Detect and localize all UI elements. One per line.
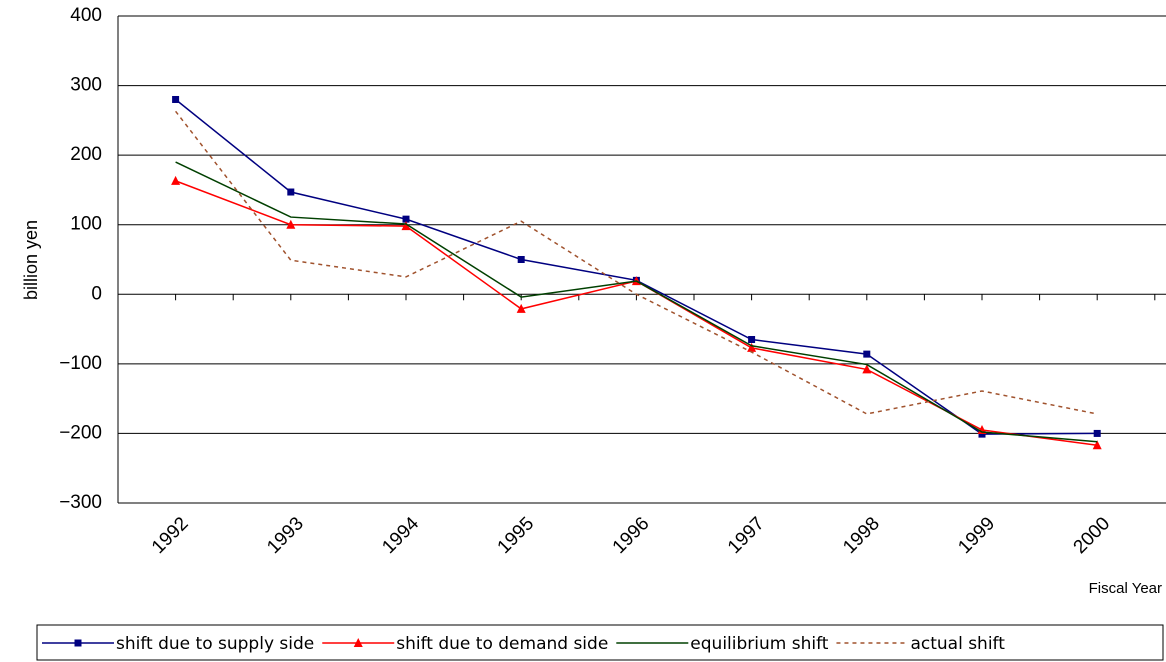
marker xyxy=(978,430,986,438)
marker xyxy=(863,350,871,358)
x-tick-label: 1997 xyxy=(724,513,769,558)
legend-label: equilibrium shift xyxy=(690,634,828,654)
legend-item: shift due to demand side xyxy=(322,634,608,654)
series-line xyxy=(175,180,1098,446)
y-tick-label: 200 xyxy=(70,144,102,165)
x-tick-label: 1992 xyxy=(148,513,193,558)
x-tick-label: 1999 xyxy=(954,513,999,558)
series-line xyxy=(175,110,1098,415)
legend-box xyxy=(36,624,1164,661)
legend-item: shift due to supply side xyxy=(42,634,314,654)
series-line xyxy=(175,161,1098,443)
x-axis-label: Fiscal Year xyxy=(1089,580,1162,597)
marker xyxy=(862,364,872,374)
marker xyxy=(517,256,525,263)
x-tick-label: 1994 xyxy=(378,513,423,558)
marker xyxy=(172,95,180,103)
y-tick-label: −200 xyxy=(59,422,102,443)
y-tick-label: 300 xyxy=(70,75,102,96)
y-tick-label: 0 xyxy=(91,283,102,304)
series-line xyxy=(175,98,1098,435)
x-tick-label: 1996 xyxy=(609,513,654,558)
y-tick-label: 400 xyxy=(70,5,102,26)
marker xyxy=(287,188,295,196)
x-tick-label: 1998 xyxy=(839,513,884,558)
legend-label: shift due to demand side xyxy=(396,634,608,654)
legend-label: actual shift xyxy=(910,634,1005,654)
marker xyxy=(748,336,756,344)
marker xyxy=(1092,440,1102,450)
marker xyxy=(747,342,757,352)
marker xyxy=(401,221,411,231)
marker xyxy=(402,215,410,223)
marker xyxy=(1093,429,1101,437)
legend-item: actual shift xyxy=(836,634,1005,654)
x-tick-label: 1995 xyxy=(494,513,539,558)
marker xyxy=(516,303,526,313)
y-tick-label: −300 xyxy=(59,492,102,513)
x-tick-label: 1993 xyxy=(263,513,308,558)
x-tick-label: 2000 xyxy=(1070,513,1115,558)
legend-label: shift due to supply side xyxy=(116,634,314,654)
y-tick-label: 100 xyxy=(70,214,102,235)
legend-marker xyxy=(74,639,82,647)
y-axis-label: billion yen xyxy=(21,220,41,300)
y-tick-label: −100 xyxy=(59,353,102,374)
marker xyxy=(171,175,181,185)
legend-marker xyxy=(353,638,363,647)
legend-item: equilibrium shift xyxy=(616,634,829,654)
marker xyxy=(286,219,296,229)
